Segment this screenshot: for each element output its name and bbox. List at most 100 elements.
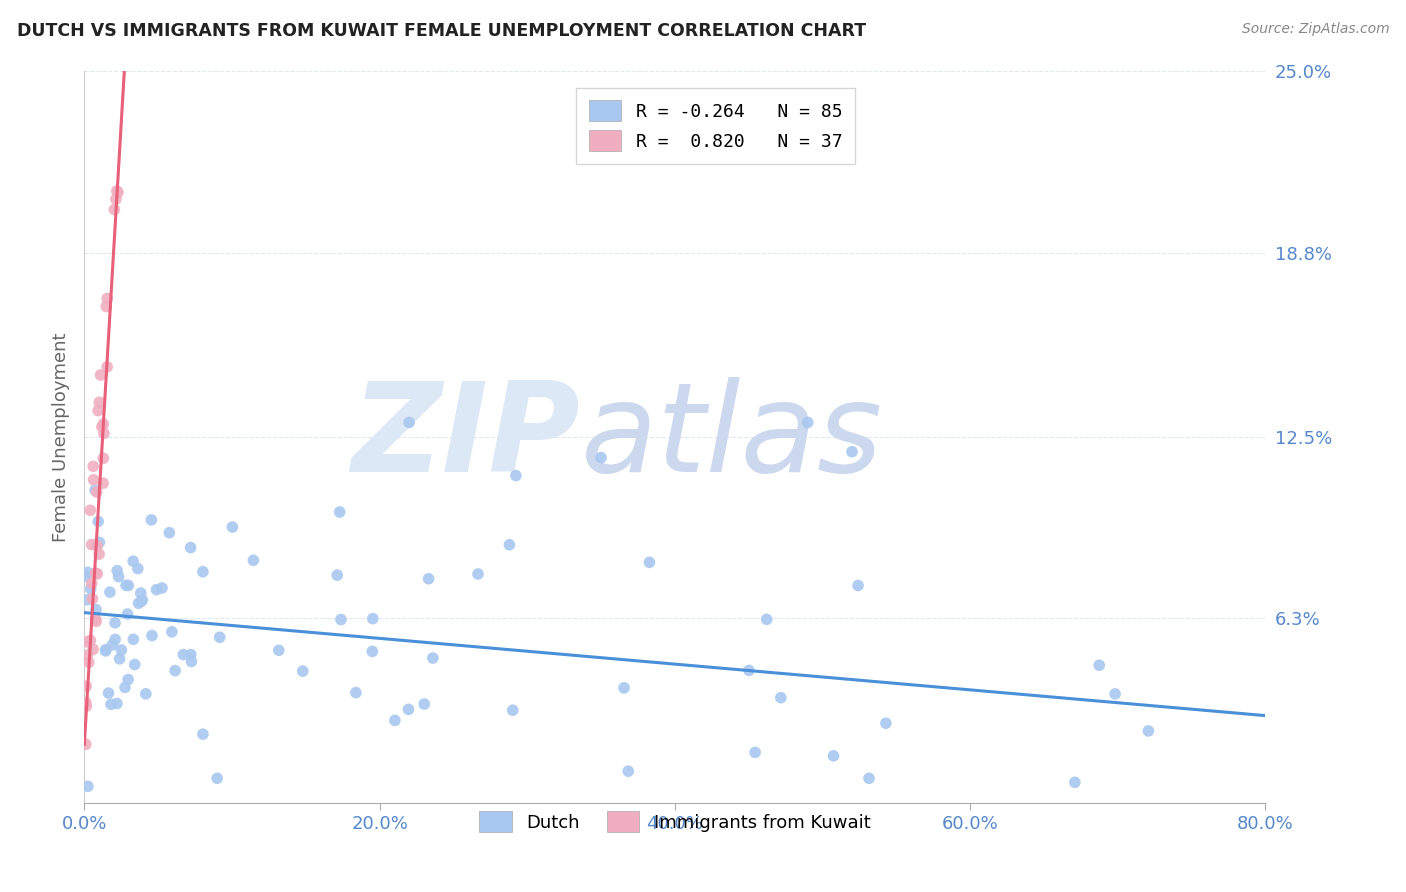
Point [89, 535, 111, 549]
Point [191, 727, 214, 741]
Point [422, 651, 444, 665]
Point [744, 746, 766, 760]
Point [108, 652, 131, 666]
Point [76, 635, 98, 649]
Point [84, 483, 107, 498]
Point [1063, 775, 1085, 789]
Point [104, 615, 127, 630]
Point [84, 612, 107, 626]
Point [86, 539, 108, 553]
Point [93, 426, 115, 441]
Point [127, 561, 149, 575]
Point [384, 714, 406, 728]
Point [1137, 723, 1160, 738]
Point [769, 690, 792, 705]
Point [87, 547, 111, 561]
Point [91, 476, 114, 491]
Point [80, 538, 103, 552]
Point [87, 515, 110, 529]
Point [858, 772, 880, 786]
Point [107, 569, 129, 583]
Point [135, 687, 157, 701]
Text: atlas: atlas [581, 376, 883, 498]
Point [145, 582, 167, 597]
Point [361, 644, 384, 658]
Legend: Dutch, Immigrants from Kuwait: Dutch, Immigrants from Kuwait [467, 799, 883, 845]
Point [94, 642, 117, 657]
Text: Source: ZipAtlas.com: Source: ZipAtlas.com [1241, 22, 1389, 37]
Point [613, 681, 636, 695]
Point [82, 591, 104, 606]
Point [75, 699, 97, 714]
Point [100, 698, 122, 712]
Point [77, 656, 100, 670]
Point [398, 416, 420, 430]
Point [110, 643, 132, 657]
Point [104, 632, 127, 647]
Point [150, 581, 173, 595]
Point [79, 503, 101, 517]
Point [131, 593, 153, 607]
Point [165, 664, 187, 678]
Point [191, 565, 214, 579]
Point [122, 554, 145, 568]
Point [617, 764, 640, 779]
Point [98, 585, 121, 599]
Point [80, 582, 103, 596]
Point [91, 417, 114, 431]
Point [1104, 687, 1126, 701]
Point [82, 459, 104, 474]
Point [80, 576, 103, 591]
Point [875, 716, 897, 731]
Point [124, 657, 146, 672]
Point [413, 697, 436, 711]
Point [75, 569, 97, 583]
Point [329, 505, 352, 519]
Point [104, 192, 127, 206]
Point [505, 468, 527, 483]
Point [591, 450, 613, 465]
Point [638, 555, 661, 569]
Point [97, 686, 120, 700]
Point [105, 564, 128, 578]
Point [361, 612, 384, 626]
Point [75, 679, 97, 693]
Point [738, 664, 761, 678]
Point [86, 566, 108, 581]
Point [103, 202, 125, 217]
Point [208, 630, 231, 644]
Point [1088, 658, 1111, 673]
Point [172, 648, 194, 662]
Point [502, 703, 524, 717]
Point [498, 538, 520, 552]
Point [467, 566, 489, 581]
Point [83, 473, 105, 487]
Point [129, 586, 152, 600]
Point [84, 566, 107, 580]
Point [157, 525, 180, 540]
Point [76, 648, 98, 663]
Point [117, 607, 139, 621]
Point [755, 612, 778, 626]
Point [82, 642, 104, 657]
Point [76, 566, 98, 580]
Point [141, 628, 163, 642]
Point [129, 594, 152, 608]
Point [84, 615, 107, 629]
Point [94, 644, 117, 658]
Point [90, 420, 112, 434]
Point [141, 513, 163, 527]
Point [205, 772, 228, 786]
Point [107, 186, 129, 200]
Point [114, 681, 136, 695]
Point [91, 451, 114, 466]
Point [841, 444, 863, 458]
Point [128, 596, 150, 610]
Point [180, 648, 202, 662]
Point [79, 633, 101, 648]
Point [418, 572, 440, 586]
Text: ZIP: ZIP [352, 376, 581, 498]
Point [344, 685, 367, 699]
Point [105, 697, 128, 711]
Point [242, 553, 264, 567]
